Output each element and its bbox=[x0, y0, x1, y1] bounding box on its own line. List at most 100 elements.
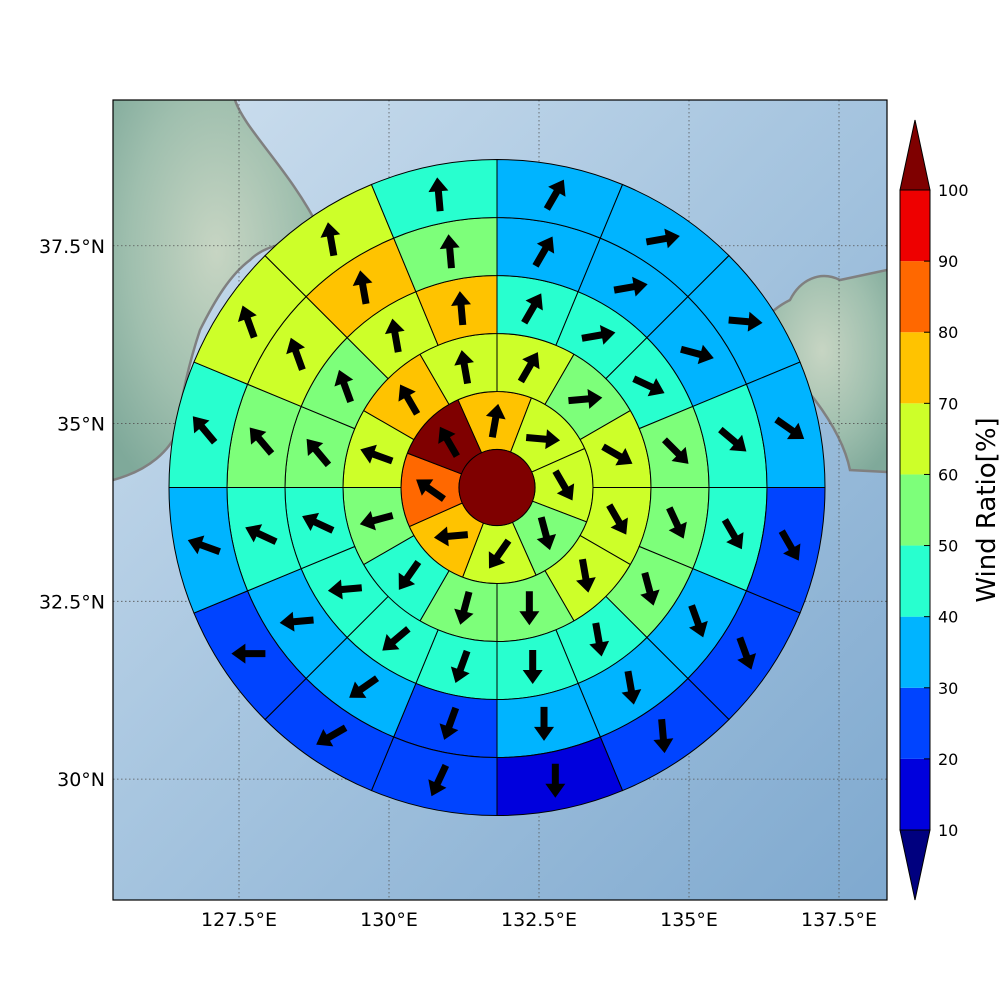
wind-arrow bbox=[545, 763, 566, 798]
wind-arrow bbox=[398, 384, 421, 416]
colorbar-tick-label: 50 bbox=[938, 537, 958, 556]
wind-arrow bbox=[439, 706, 460, 740]
wind-arrow bbox=[382, 626, 411, 651]
wind-arrow bbox=[666, 506, 687, 539]
wind-arrow bbox=[245, 524, 278, 545]
wind-arrow bbox=[360, 444, 394, 465]
colorbar-label: Wind Ratio[%] bbox=[972, 417, 1000, 602]
colorbar-tick-label: 70 bbox=[938, 394, 958, 413]
x-axis-ticks: 127.5°E 130°E 132.5°E 135°E 137.5°E bbox=[201, 909, 877, 931]
colorbar-band bbox=[900, 403, 930, 475]
wind-arrow bbox=[568, 388, 603, 409]
wind-arrow bbox=[521, 293, 543, 325]
x-tick-label: 137.5°E bbox=[801, 909, 877, 931]
colorbar-band bbox=[900, 332, 930, 404]
wind-arrow bbox=[398, 560, 422, 590]
wind-arrow bbox=[576, 558, 596, 593]
wind-arrow bbox=[231, 643, 266, 664]
y-tick-label: 37.5°N bbox=[39, 236, 105, 258]
colorbar-ticks: 10 20 30 40 50 60 70 80 90 100 bbox=[924, 181, 969, 840]
wind-arrow bbox=[613, 276, 648, 297]
wind-arrow bbox=[645, 228, 680, 249]
x-tick-label: 135°E bbox=[660, 909, 718, 931]
wind-arrow bbox=[327, 579, 363, 600]
wind-arrow bbox=[450, 649, 471, 684]
wind-arrow bbox=[187, 535, 221, 555]
wind-arrow bbox=[522, 650, 543, 685]
wind-arrow bbox=[454, 350, 474, 385]
map-frame bbox=[112, 99, 888, 901]
wind-arrow bbox=[302, 512, 335, 534]
x-tick-label: 127.5°E bbox=[201, 909, 277, 931]
center-cell bbox=[458, 449, 536, 527]
wind-arrow bbox=[433, 526, 469, 547]
colorbar-tick-label: 100 bbox=[938, 181, 969, 200]
colorbar-band bbox=[900, 758, 930, 830]
wind-arrow bbox=[606, 503, 628, 535]
wind-ratio-sectors bbox=[168, 159, 826, 817]
wind-arrow bbox=[736, 636, 757, 670]
wind-arrow bbox=[543, 179, 566, 211]
colorbar-band bbox=[900, 687, 930, 759]
wind-arrow bbox=[688, 604, 708, 638]
wind-arrow bbox=[439, 234, 460, 269]
wind-arrow bbox=[454, 590, 474, 625]
wind-arrow bbox=[536, 516, 557, 551]
wind-arrow bbox=[661, 437, 689, 464]
colorbar-bands bbox=[899, 119, 931, 901]
wind-arrow bbox=[428, 763, 450, 797]
wind-arrow bbox=[306, 438, 332, 468]
wind-arrow bbox=[334, 369, 354, 404]
ring-5-sector-16 bbox=[370, 159, 498, 239]
colorbar-tick-label: 90 bbox=[938, 252, 958, 271]
wind-arrow bbox=[632, 375, 665, 397]
y-tick-label: 35°N bbox=[57, 414, 105, 436]
colorbar-tick-label: 30 bbox=[938, 679, 958, 698]
colorbar-band bbox=[900, 261, 930, 333]
colorbar-band bbox=[900, 190, 930, 262]
colorbar-tick-label: 40 bbox=[938, 608, 958, 627]
wind-arrow bbox=[451, 291, 471, 326]
map-axes: 127.5°E 130°E 132.5°E 135°E 137.5°E 30°N 32.5… bbox=[39, 99, 888, 931]
wind-arrow bbox=[359, 511, 394, 531]
wind-arrow bbox=[653, 718, 674, 754]
wind-arrow bbox=[589, 622, 610, 657]
y-tick-label: 32.5°N bbox=[39, 591, 105, 613]
colorbar-band bbox=[900, 545, 930, 617]
wind-arrow bbox=[384, 318, 405, 353]
wind-arrow bbox=[416, 479, 446, 502]
colorbar-band bbox=[900, 616, 930, 688]
colorbar-tick-label: 60 bbox=[938, 465, 958, 484]
wind-arrow bbox=[352, 270, 373, 305]
wind-arrow bbox=[525, 429, 561, 450]
colorbar-extend-bottom bbox=[899, 829, 931, 901]
korea-peninsula-land bbox=[113, 100, 320, 480]
colorbar-frame bbox=[899, 189, 931, 831]
wind-arrow bbox=[680, 344, 714, 365]
wind-arrow bbox=[286, 337, 306, 371]
wind-arrow bbox=[428, 177, 449, 212]
wind-arrow bbox=[519, 591, 540, 626]
colorbar-tick-label: 20 bbox=[938, 750, 958, 769]
wind-arrow bbox=[485, 403, 506, 438]
wind-arrow bbox=[279, 611, 314, 632]
wind-arrow bbox=[316, 724, 348, 747]
x-tick-label: 130°E bbox=[360, 909, 418, 931]
honshu-land bbox=[757, 270, 887, 472]
wind-arrow bbox=[534, 706, 555, 741]
colorbar-tick-label: 10 bbox=[938, 821, 958, 840]
x-tick-label: 132.5°E bbox=[501, 909, 577, 931]
wind-arrow bbox=[721, 518, 744, 550]
wind-arrow bbox=[778, 529, 801, 561]
wind-arrow bbox=[532, 236, 555, 268]
wind-arrow bbox=[192, 416, 218, 445]
wind-arrow bbox=[349, 675, 380, 698]
wind-arrow bbox=[249, 427, 275, 456]
wind-arrows bbox=[187, 177, 805, 798]
wind-arrow bbox=[517, 352, 540, 384]
wind-arrow bbox=[774, 416, 805, 440]
wind-arrow bbox=[728, 311, 763, 332]
colorbar-extend-top bbox=[899, 119, 931, 191]
colorbar-tick-label: 80 bbox=[938, 323, 958, 342]
